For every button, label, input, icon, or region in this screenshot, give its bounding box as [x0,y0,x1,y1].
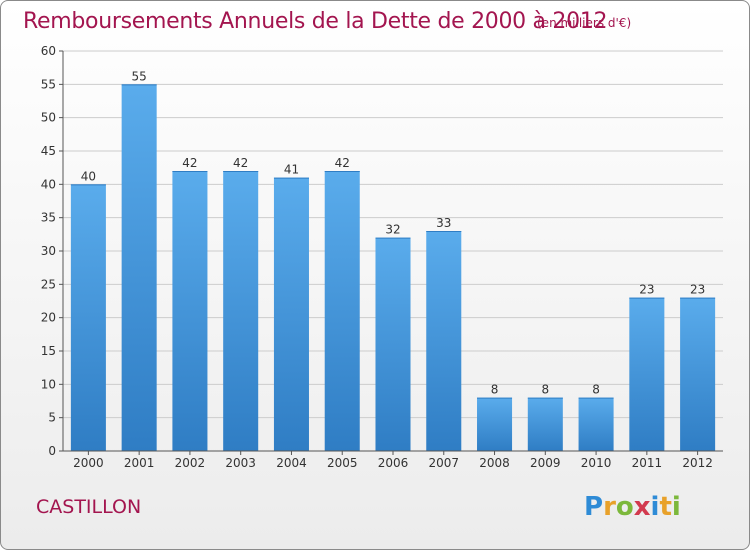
commune-name: CASTILLON [36,496,142,518]
bar [121,84,157,451]
x-tick-label: 2001 [124,456,155,470]
x-tick-label: 2007 [428,456,459,470]
data-label: 23 [639,283,654,297]
bar [477,397,513,451]
data-label: 42 [335,156,350,170]
data-label: 33 [436,216,451,230]
data-label: 32 [385,223,400,237]
y-tick-label: 10 [41,377,56,391]
y-tick-label: 45 [41,144,56,158]
x-tick-label: 2005 [327,456,358,470]
bar [223,171,259,451]
data-label: 42 [182,156,197,170]
bar [172,171,208,451]
logo-letter: o [615,492,634,522]
x-tick-label: 2000 [73,456,104,470]
bar [426,231,462,451]
data-label: 41 [284,163,299,177]
bar [324,171,360,451]
x-tick-label: 2010 [581,456,612,470]
x-tick-label: 2008 [479,456,510,470]
x-tick-label: 2006 [378,456,409,470]
proxiti-logo[interactable]: Proxiti [584,492,681,522]
y-tick-label: 25 [41,277,56,291]
bar [629,297,665,451]
y-tick-label: 0 [48,444,56,458]
x-tick-label: 2012 [682,456,713,470]
y-tick-label: 50 [41,111,56,125]
x-tick-label: 2009 [530,456,561,470]
logo-letter: i [650,492,660,522]
bar [578,397,614,451]
data-label: 8 [491,383,499,397]
logo-letter: i [671,492,681,522]
data-label: 42 [233,156,248,170]
y-tick-label: 15 [41,344,56,358]
bar [273,177,309,451]
logo-letter: t [659,492,672,522]
chart-subtitle: (en milliers d'€) [537,16,632,30]
y-tick-label: 30 [41,244,56,258]
logo-letter: r [603,492,616,522]
x-tick-label: 2004 [276,456,307,470]
y-tick-label: 35 [41,211,56,225]
y-tick-label: 55 [41,77,56,91]
logo-letter: x [633,492,651,522]
y-tick-label: 40 [41,177,56,191]
chart-title: Remboursements Annuels de la Dette de 20… [23,9,608,34]
bar [680,297,716,451]
data-label: 40 [81,169,96,183]
data-label: 23 [690,283,705,297]
x-tick-label: 2003 [225,456,256,470]
data-label: 8 [541,383,549,397]
data-label: 8 [592,383,600,397]
bar [375,237,411,451]
data-label: 55 [132,69,147,83]
x-tick-label: 2002 [175,456,206,470]
bar [527,397,563,451]
x-tick-label: 2011 [632,456,663,470]
y-tick-label: 60 [41,44,56,58]
logo-letter: P [584,492,604,522]
y-tick-label: 20 [41,311,56,325]
bar [70,184,106,452]
y-tick-label: 5 [48,411,56,425]
